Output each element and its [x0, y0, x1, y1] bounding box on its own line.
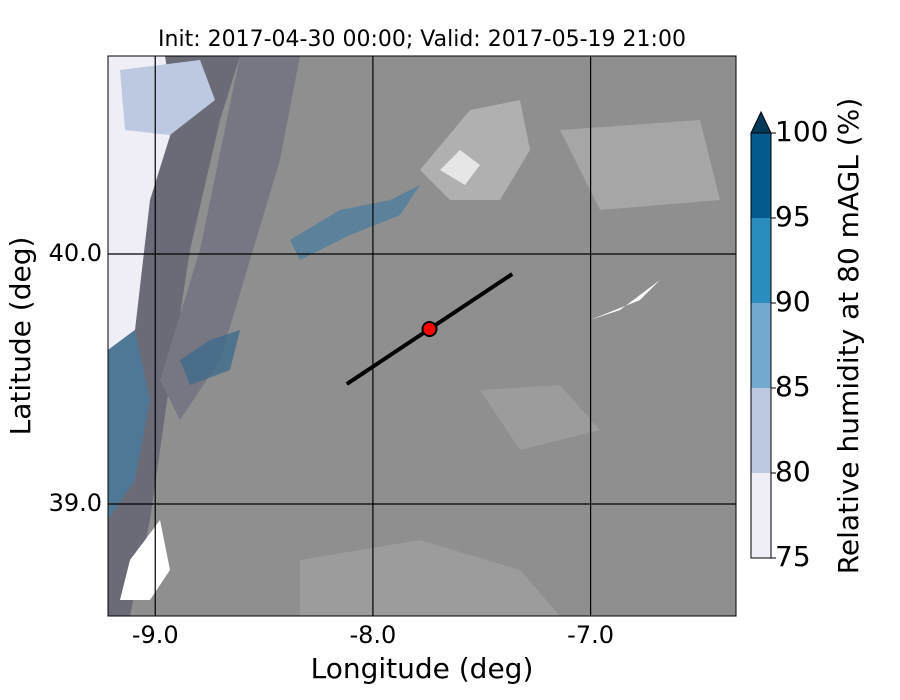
x-tick-label: -9.0 — [132, 621, 179, 649]
colorbar-segment — [751, 303, 771, 388]
location-point — [421, 321, 438, 337]
colorbar-segment — [751, 133, 771, 218]
y-tick-label: 40.0 — [49, 239, 102, 267]
y-tick-label: 39.0 — [49, 489, 102, 517]
chart-title: Init: 2017-04-30 00:00; Valid: 2017-05-1… — [158, 27, 686, 52]
colorbar-tick-label: 75 — [775, 540, 811, 573]
colorbar-segment — [751, 388, 771, 473]
x-tick-label: -8.0 — [349, 621, 396, 649]
x-tick-label: -7.0 — [567, 621, 614, 649]
colorbar-frame — [750, 132, 772, 559]
colorbar-tick-label: 100 — [775, 115, 828, 148]
map-frame — [107, 55, 737, 617]
x-axis-label: Longitude (deg) — [311, 652, 534, 685]
colorbar-tick-label: 95 — [775, 200, 811, 233]
colorbar-tick-label: 85 — [775, 370, 811, 403]
colorbar-segment — [751, 218, 771, 303]
colorbar-segment — [751, 473, 771, 558]
terrain — [108, 56, 736, 616]
y-axis-label: Latitude (deg) — [4, 237, 37, 436]
colorbar-tick-label: 80 — [775, 455, 811, 488]
colorbar-label: Relative humidity at 80 mAGL (%) — [832, 98, 865, 575]
colorbar-tick-label: 90 — [775, 285, 811, 318]
colorbar-extend — [750, 110, 772, 134]
